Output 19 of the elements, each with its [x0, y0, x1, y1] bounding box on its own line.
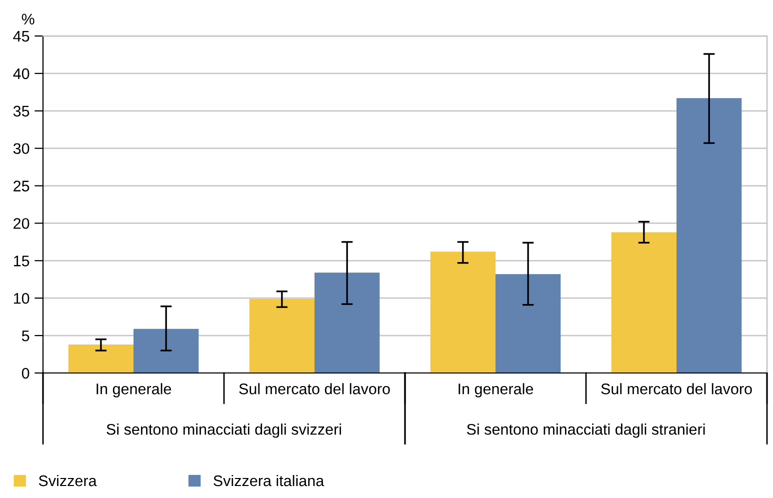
text: Si sentono minacciati dagli svizzeri	[106, 424, 342, 438]
text: Si sentono minacciati dagli stranieri	[466, 424, 705, 438]
y-tick-label: 35	[13, 106, 30, 117]
y-tick-label: 15	[14, 256, 30, 266]
y-axis-title: %	[22, 14, 34, 24]
y-tick-label: 10	[14, 292, 30, 304]
x-tick-label: In generale	[458, 383, 534, 398]
y-tick-label: 40	[13, 68, 30, 80]
x-tick-label: Sul mercato del lavoro	[601, 383, 752, 394]
legend-label: Svizzera italiana	[214, 474, 324, 486]
y-tick-label: 30	[13, 143, 30, 154]
legend-label: Svizzera	[38, 474, 97, 486]
y-tick-label: 5	[22, 330, 30, 342]
y-tick-label: 25	[14, 180, 30, 192]
x-tick-label: In generale	[96, 383, 172, 398]
y-tick-label: 20	[14, 218, 30, 229]
y-tick-label: 0	[22, 368, 30, 379]
y-tick-label: 45	[13, 31, 30, 42]
x-tick-label: Sul mercato del lavoro	[239, 383, 390, 394]
